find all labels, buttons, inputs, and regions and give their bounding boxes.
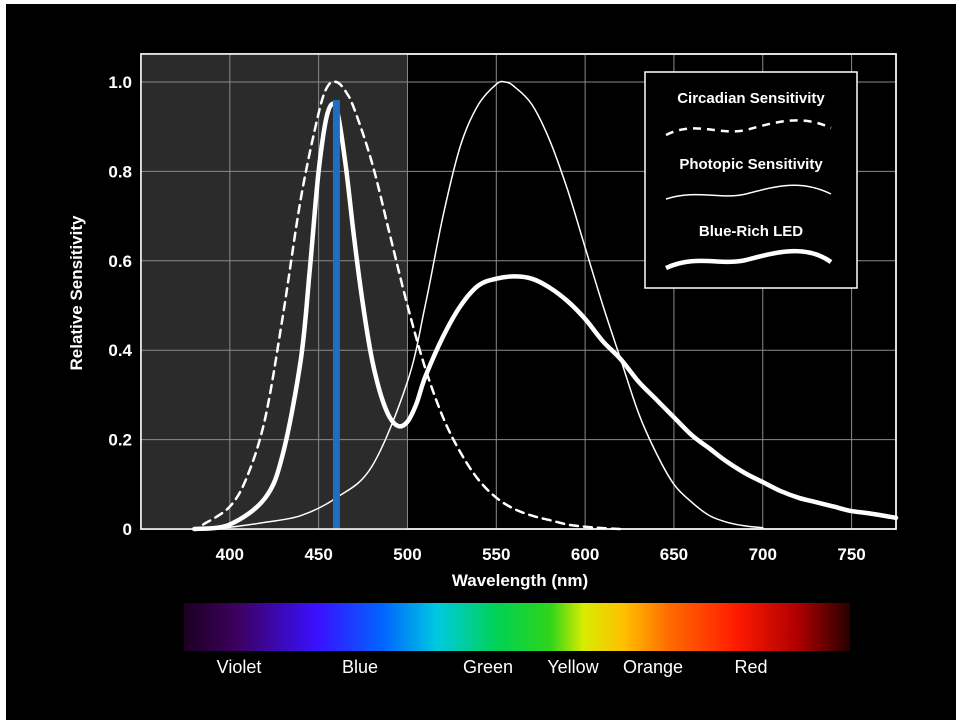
chart-svg: 400 450 500 550 600 650 700 750 0 0.2 0.4 0.6 0.8 1.… xyxy=(67,53,899,677)
x-tick-labels: 400 450 500 550 600 650 700 750 xyxy=(216,545,866,564)
spectrum-label-blue: Blue xyxy=(342,657,378,677)
legend: Circadian Sensitivity Photopic Sensitivi… xyxy=(644,71,858,289)
spectrum-labels: Violet Blue Green Yellow Orange Red xyxy=(217,657,768,677)
legend-label-photopic: Photopic Sensitivity xyxy=(679,156,823,173)
x-tick-label: 600 xyxy=(571,545,599,564)
series-line-photopic xyxy=(193,80,764,530)
y-tick-label: 0.8 xyxy=(108,162,132,181)
x-tick-label: 700 xyxy=(749,545,777,564)
y-tick-label: 0.4 xyxy=(108,341,132,360)
x-tick-label: 550 xyxy=(482,545,510,564)
legend-label-circadian: Circadian Sensitivity xyxy=(677,90,825,107)
highlight-line xyxy=(332,99,340,529)
series-line-circadian xyxy=(201,80,622,531)
y-tick-label: 0 xyxy=(123,520,132,539)
y-tick-label: 0.2 xyxy=(108,431,132,450)
plot-border xyxy=(140,53,897,530)
y-axis-label: Relative Sensitivity xyxy=(67,215,86,371)
y-tick-label: 1.0 xyxy=(108,73,132,92)
spectrum-bar xyxy=(184,603,850,651)
y-tick-labels: 0 0.2 0.4 0.6 0.8 1.0 xyxy=(108,73,132,539)
x-tick-label: 750 xyxy=(837,545,865,564)
shaded-region xyxy=(141,54,408,529)
legend-swatch-photopic xyxy=(665,184,832,200)
spectrum-label-green: Green xyxy=(463,657,513,677)
legend-box xyxy=(644,71,858,289)
x-tick-label: 500 xyxy=(393,545,421,564)
x-tick-label: 650 xyxy=(660,545,688,564)
x-tick-label: 450 xyxy=(304,545,332,564)
x-axis-label: Wavelength (nm) xyxy=(452,571,588,590)
spectrum-label-orange: Orange xyxy=(623,657,683,677)
spectrum-label-yellow: Yellow xyxy=(547,657,599,677)
series-layer xyxy=(192,80,899,532)
chart-frame: 400 450 500 550 600 650 700 750 0 0.2 0.4 0.6 0.8 1.… xyxy=(6,4,956,720)
legend-swatch-led xyxy=(665,248,833,271)
legend-label-led: Blue-Rich LED xyxy=(699,223,803,240)
spectrum-label-violet: Violet xyxy=(217,657,262,677)
x-tick-label: 400 xyxy=(216,545,244,564)
y-tick-label: 0.6 xyxy=(108,252,132,271)
legend-swatch-circadian xyxy=(665,119,832,137)
spectrum-label-red: Red xyxy=(734,657,767,677)
series-line-led xyxy=(192,101,899,532)
